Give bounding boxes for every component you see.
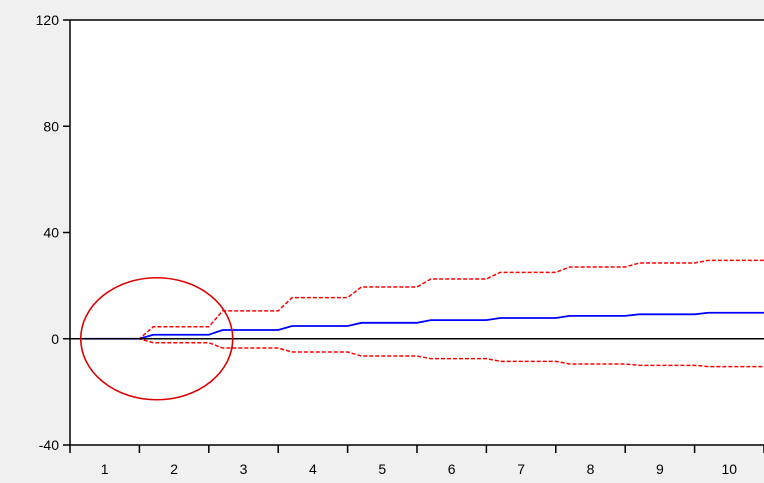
y-tick-label: -40: [39, 437, 59, 453]
x-tick-label: 10: [722, 461, 738, 477]
x-tick-label: 8: [587, 461, 595, 477]
x-tick-label: 2: [170, 461, 178, 477]
series-line-response: [83, 311, 764, 340]
x-tick-label: 4: [309, 461, 317, 477]
series-line-upper-band: [83, 259, 764, 340]
x-axis-ticks: 1 2 3 4 5 6 7 8 9 10: [69, 445, 764, 477]
x-tick-label: 1: [101, 461, 109, 477]
x-tick-label: 7: [517, 461, 525, 477]
x-tick-label: 5: [378, 461, 386, 477]
highlight-ellipse: [79, 276, 234, 401]
y-tick-label: 0: [51, 331, 59, 347]
x-tick-label: 9: [656, 461, 664, 477]
y-tick-label: 120: [36, 12, 60, 28]
plot-area: [70, 20, 764, 445]
y-tick-label: 40: [43, 225, 59, 241]
series-line-lower-band: [83, 338, 764, 368]
y-tick-label: 80: [43, 118, 59, 134]
x-tick-label: 6: [448, 461, 456, 477]
x-tick-label: 3: [240, 461, 248, 477]
y-axis-ticks: -40 0 40 80 120: [36, 12, 70, 453]
series-group: [83, 259, 764, 368]
